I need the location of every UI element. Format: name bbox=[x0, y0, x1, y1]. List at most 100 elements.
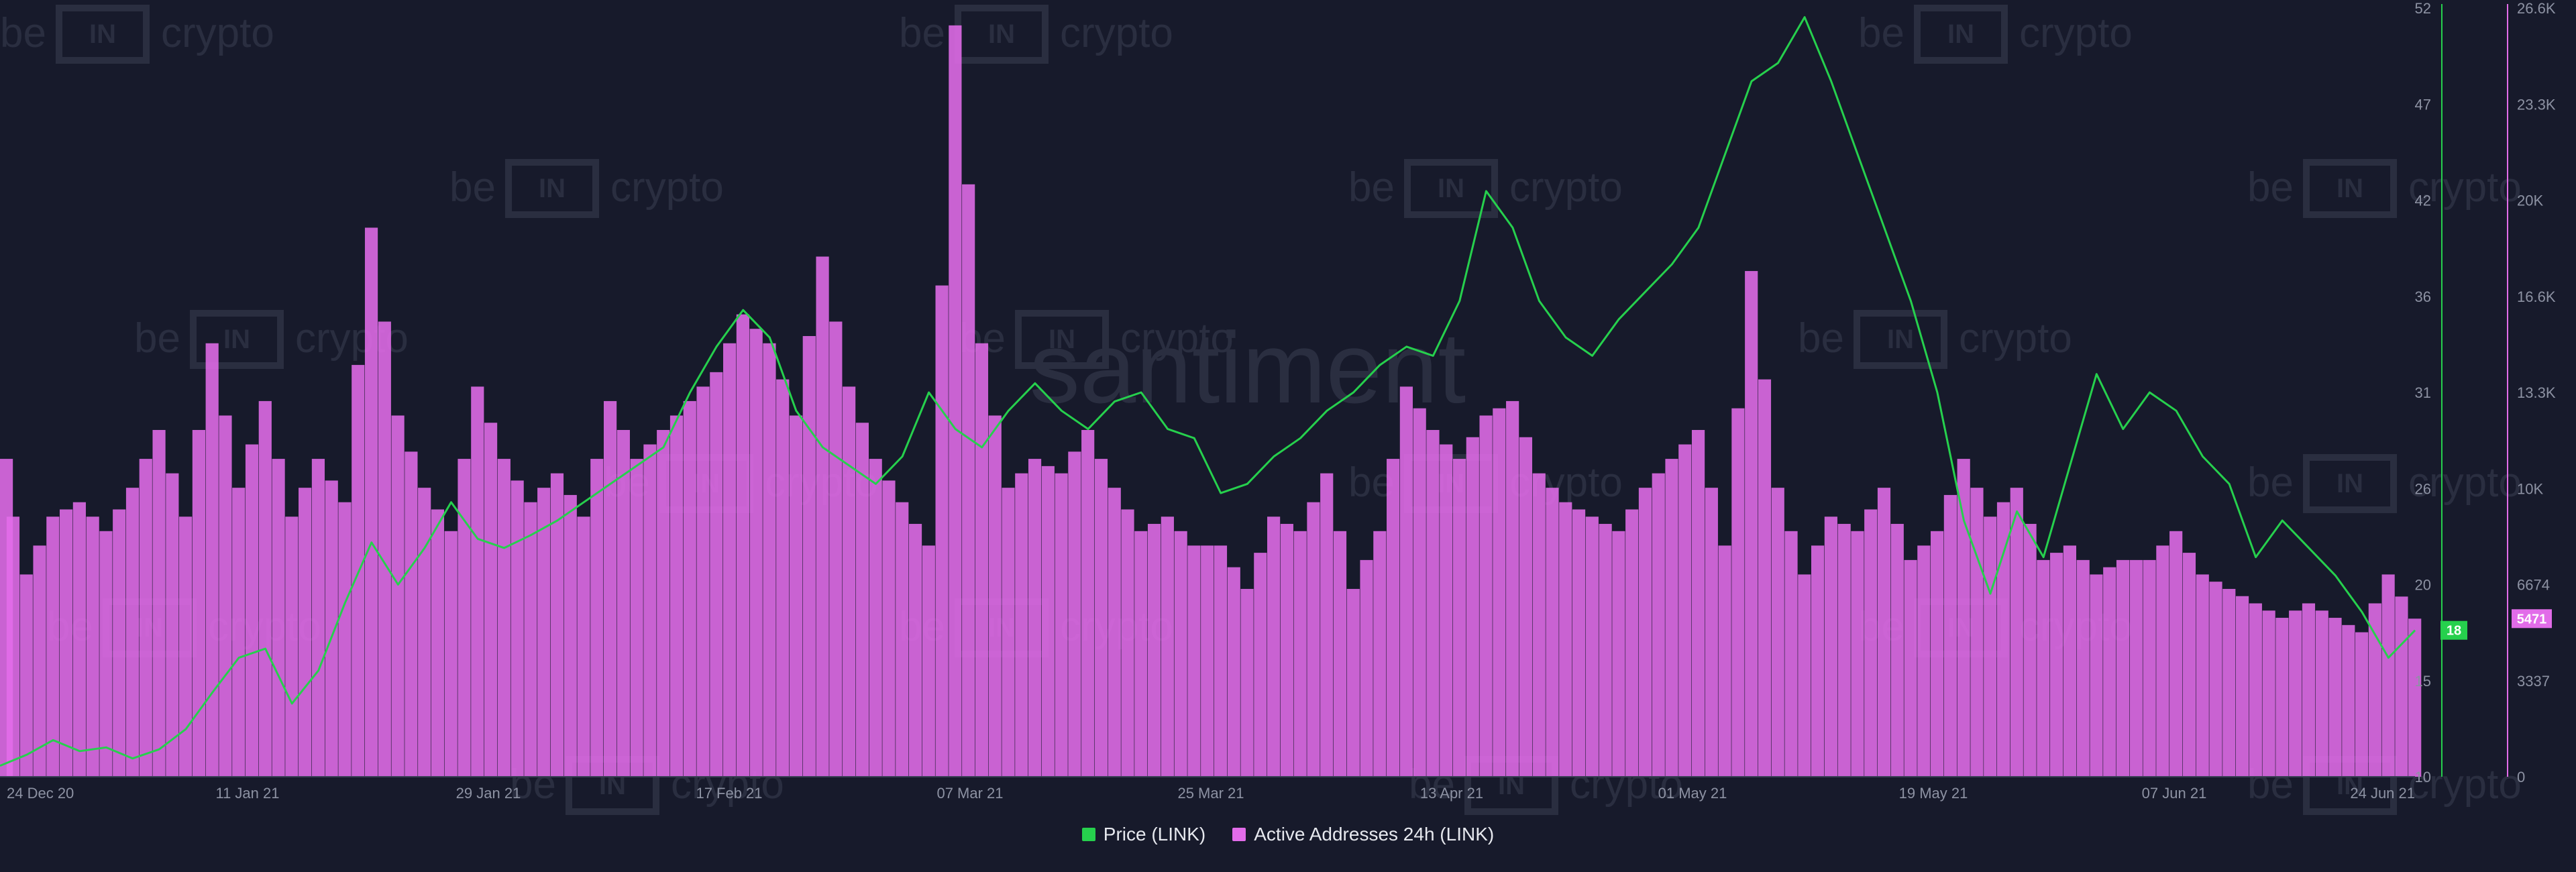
active-addresses-bar bbox=[1493, 408, 1506, 777]
brand-watermark: be IN crypto bbox=[1798, 310, 2072, 369]
active-addresses-bar bbox=[1280, 524, 1293, 777]
active-addresses-bar bbox=[1917, 545, 1931, 777]
active-addresses-bar bbox=[2262, 610, 2275, 777]
active-addresses-bar bbox=[86, 516, 99, 777]
active-addresses-bar bbox=[1890, 524, 1904, 777]
active-addresses-bar bbox=[1718, 545, 1731, 777]
active-addresses-bar bbox=[975, 343, 989, 777]
price-axis-ticks: 10 15 20 26 31 36 42 47 52 bbox=[2415, 0, 2431, 785]
active-addresses-bar bbox=[1413, 408, 1426, 777]
active-addresses-bar bbox=[564, 494, 577, 777]
x-tick-label: 25 Mar 21 bbox=[1177, 785, 1244, 802]
center-watermark: santiment bbox=[1030, 311, 1466, 424]
x-tick-label: 13 Apr 21 bbox=[1420, 785, 1483, 802]
active-addresses-bar bbox=[46, 516, 60, 777]
price-tick-label: 52 bbox=[2415, 0, 2431, 17]
price-tick-label: 36 bbox=[2415, 288, 2431, 305]
active-addresses-bar bbox=[1094, 459, 1108, 777]
svg-text:IN: IN bbox=[223, 325, 250, 354]
legend-label-price: Price (LINK) bbox=[1103, 824, 1206, 844]
active-addresses-bar bbox=[1585, 516, 1599, 777]
price-tick-label: 47 bbox=[2415, 96, 2431, 113]
active-addresses-bar bbox=[2342, 624, 2355, 777]
active-addresses-bar bbox=[1147, 524, 1161, 777]
brand-watermark: be IN crypto bbox=[1348, 159, 1623, 218]
svg-text:IN: IN bbox=[1049, 325, 1075, 354]
active-addresses-bar bbox=[1346, 588, 1360, 777]
active-addresses-bar bbox=[338, 502, 352, 777]
active-addresses-bar bbox=[2249, 603, 2262, 777]
active-addresses-bar bbox=[843, 386, 856, 777]
svg-text:be: be bbox=[899, 10, 945, 56]
x-tick-label: 07 Mar 21 bbox=[936, 785, 1003, 802]
active-addresses-bar bbox=[1041, 466, 1055, 777]
active-addresses-bar bbox=[1798, 574, 1811, 777]
active-addresses-bar bbox=[1320, 473, 1334, 777]
active-addresses-bar bbox=[1678, 444, 1692, 777]
active-addresses-bar bbox=[1121, 509, 1134, 777]
svg-text:crypto: crypto bbox=[2019, 10, 2133, 56]
active-addresses-bar bbox=[1333, 531, 1347, 777]
svg-text:5471: 5471 bbox=[2517, 612, 2547, 626]
active-addresses-bar bbox=[1904, 559, 1917, 777]
active-addresses-bar bbox=[1373, 531, 1387, 777]
active-addresses-bar bbox=[2235, 596, 2249, 777]
active-addresses-bar bbox=[1519, 437, 1533, 777]
active-addresses-bar bbox=[1028, 459, 1042, 777]
price-tick-label: 15 bbox=[2415, 673, 2431, 690]
active-addresses-bar bbox=[1970, 488, 1984, 777]
active-addresses-bar bbox=[1015, 473, 1028, 777]
active-addresses-bar bbox=[2408, 618, 2422, 777]
svg-text:crypto: crypto bbox=[610, 164, 724, 211]
active-addresses-bar bbox=[1771, 488, 1784, 777]
active-addresses-bar bbox=[113, 509, 126, 777]
svg-text:crypto: crypto bbox=[2408, 164, 2522, 211]
active-addresses-bar bbox=[1599, 524, 1612, 777]
active-addresses-bar bbox=[2103, 567, 2116, 777]
active-addresses-bar bbox=[405, 451, 418, 777]
active-addresses-bar bbox=[192, 430, 205, 777]
legend: Price (LINK) Active Addresses 24h (LINK) bbox=[0, 824, 2576, 845]
active-addresses-bar bbox=[1532, 473, 1546, 777]
active-addresses-bar bbox=[391, 415, 405, 777]
active-addresses-bar bbox=[285, 516, 299, 777]
active-addresses-bar bbox=[1440, 444, 1453, 777]
active-addresses-bar bbox=[1665, 459, 1678, 777]
active-addresses-bar bbox=[763, 343, 776, 777]
active-addresses-bar bbox=[590, 459, 604, 777]
svg-text:be: be bbox=[134, 315, 180, 362]
active-addresses-bar bbox=[2368, 603, 2381, 777]
svg-text:crypto: crypto bbox=[1959, 315, 2072, 362]
active-addresses-bar bbox=[577, 516, 590, 777]
active-addresses-bar bbox=[1055, 473, 1068, 777]
svg-text:be: be bbox=[1348, 164, 1395, 211]
active-addresses-bar bbox=[616, 430, 630, 777]
active-addresses-bar bbox=[1758, 379, 1772, 777]
brand-watermark: be IN crypto bbox=[449, 159, 724, 218]
active-addresses-bar bbox=[696, 386, 710, 777]
x-tick-label: 11 Jan 21 bbox=[215, 785, 279, 802]
svg-text:be: be bbox=[0, 10, 46, 56]
active-addresses-bar bbox=[1466, 437, 1479, 777]
active-addresses-bar bbox=[524, 502, 537, 777]
active-addresses-bar bbox=[139, 459, 152, 777]
active-addresses-bar bbox=[537, 488, 551, 777]
addresses-tick-label: 6674 bbox=[2517, 577, 2550, 594]
active-addresses-bar bbox=[1002, 488, 1015, 777]
svg-text:IN: IN bbox=[1887, 325, 1914, 354]
active-addresses-bar bbox=[2010, 488, 2023, 777]
active-addresses-bars bbox=[0, 25, 2422, 777]
active-addresses-bar bbox=[2156, 545, 2169, 777]
active-addresses-bar bbox=[1837, 524, 1851, 777]
legend-item-price[interactable]: Price (LINK) bbox=[1081, 824, 1206, 845]
active-addresses-bar bbox=[2023, 524, 2037, 777]
svg-text:IN: IN bbox=[539, 174, 566, 203]
legend-label-active-addresses: Active Addresses 24h (LINK) bbox=[1254, 824, 1495, 844]
legend-item-active-addresses[interactable]: Active Addresses 24h (LINK) bbox=[1232, 824, 1494, 845]
price-line bbox=[0, 16, 2416, 767]
active-addresses-bar bbox=[1068, 451, 1081, 777]
active-addresses-bar bbox=[1174, 531, 1187, 777]
addresses-last-value-badge: 5471 bbox=[2512, 609, 2552, 629]
svg-text:crypto: crypto bbox=[161, 10, 274, 56]
